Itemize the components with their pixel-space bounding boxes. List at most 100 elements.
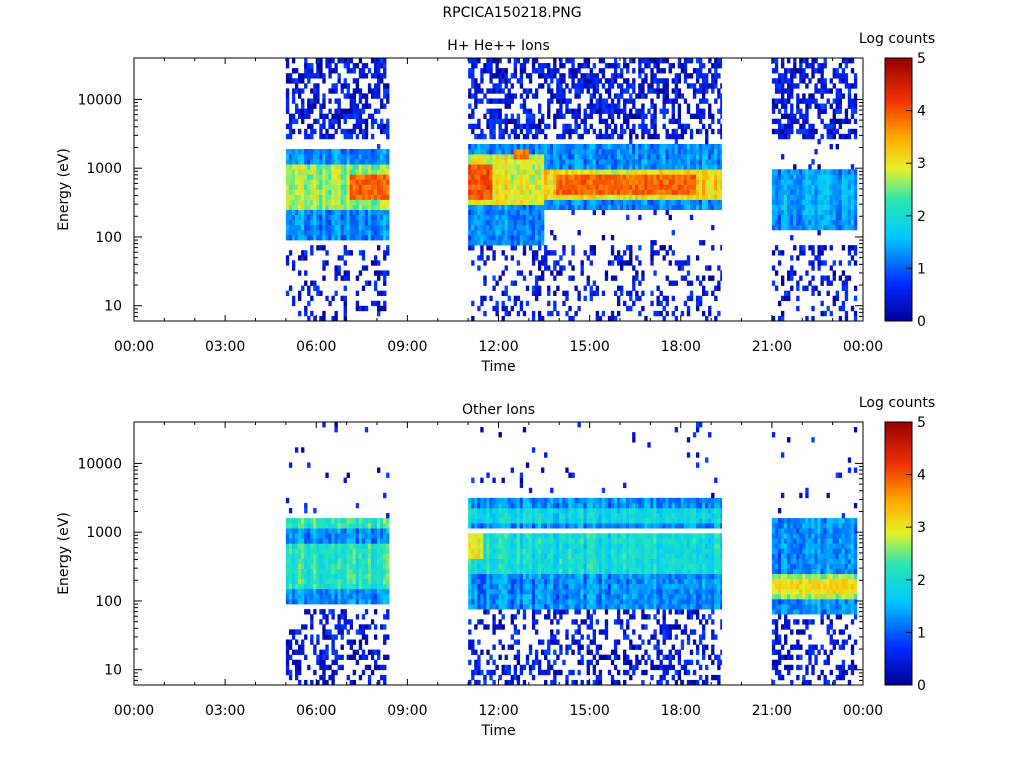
heatmap-cell [796,169,800,175]
colorbar-segment [885,284,912,288]
heatmap-cell [787,179,791,185]
heatmap-cell [319,149,323,155]
heatmap-cell [632,58,636,64]
heatmap-cell [528,229,533,236]
heatmap-cell [841,78,846,84]
heatmap-cell [471,235,475,241]
heatmap-cell [650,174,654,180]
heatmap-cell [343,224,347,231]
heatmap-cell [370,58,375,64]
heatmap-cell [386,209,390,216]
heatmap-cell [358,88,363,94]
heatmap-cell [711,199,715,205]
heatmap-cell [331,609,335,615]
heatmap-cell [592,189,596,195]
heatmap-cell [352,229,357,236]
heatmap-cell [541,209,545,216]
heatmap-cell [553,113,557,119]
heatmap-cell [486,108,490,114]
heatmap-cell [483,113,487,119]
heatmap-cell [838,98,843,104]
heatmap-cell [361,93,366,99]
heatmap-cell [583,159,587,165]
heatmap-cell [589,295,593,302]
heatmap-cell [343,563,347,569]
heatmap-cell [720,245,723,251]
heatmap-cell [480,164,484,170]
heatmap-cell [325,649,329,655]
heatmap-cell [613,169,618,175]
panel-title: H+ He++ Ions [447,38,550,54]
heatmap-cell [790,219,794,226]
heatmap-cell [373,68,378,74]
heatmap-cell [510,245,514,251]
heatmap-cell [498,98,502,104]
heatmap-cell [790,194,794,200]
heatmap-cell [331,194,335,200]
heatmap-cell [377,154,381,160]
heatmap-cell [626,63,630,69]
heatmap-cell [817,260,821,266]
heatmap-cell [288,224,293,231]
heatmap-cell [686,103,691,109]
heatmap-cell [343,619,347,625]
heatmap-cell [483,189,487,195]
heatmap-cell [537,179,542,185]
heatmap-cell [346,229,350,236]
heatmap-cell [799,189,803,195]
heatmap-cell [571,73,575,79]
heatmap-cell [595,310,600,317]
heatmap-cell [298,214,302,221]
heatmap-cell [665,250,669,256]
heatmap-cell [531,310,536,317]
heatmap-cell [352,149,357,155]
heatmap-cell [294,204,299,211]
heatmap-cell [574,285,578,291]
heatmap-cell [495,199,499,205]
heatmap-cell [355,229,360,236]
heatmap-cell [616,103,621,109]
heatmap-cell [298,528,302,534]
heatmap-cell [346,63,350,69]
heatmap-cell [352,568,357,575]
heatmap-cell [522,108,527,114]
heatmap-cell [337,123,341,130]
heatmap-cell [677,143,682,150]
heatmap-cell [346,154,350,160]
heatmap-cell [328,224,332,231]
heatmap-cell [595,174,600,180]
heatmap-cell [298,113,302,119]
heatmap-cell [771,219,776,226]
heatmap-cell [616,154,621,160]
heatmap-cell [817,68,821,74]
heatmap-cell [492,250,496,256]
heatmap-cell [702,204,706,211]
heatmap-cell [307,169,311,175]
heatmap-cell [832,260,836,266]
heatmap-cell [492,184,496,190]
heatmap-cell [662,58,666,64]
heatmap-cell [492,209,496,216]
heatmap-cell [686,164,691,170]
heatmap-cell [319,563,323,569]
heatmap-cell [370,214,375,221]
heatmap-cell [358,235,363,241]
heatmap-cell [698,174,703,180]
heatmap-cell [592,78,596,84]
colorbar-segment [885,134,912,138]
heatmap-cell [790,123,794,130]
heatmap-cell [641,159,645,165]
heatmap-cell [340,563,344,569]
heatmap-cell [793,118,797,125]
heatmap-cell [288,209,293,216]
heatmap-cell [592,179,596,185]
heatmap-cell [574,154,578,160]
heatmap-cell [565,128,569,135]
heatmap-cell [325,149,329,155]
heatmap-cell [380,123,384,130]
heatmap-cell [516,235,521,241]
heatmap-cell [610,204,615,211]
heatmap-cell [358,588,363,595]
heatmap-cell [370,174,375,180]
heatmap-cell [777,88,782,94]
